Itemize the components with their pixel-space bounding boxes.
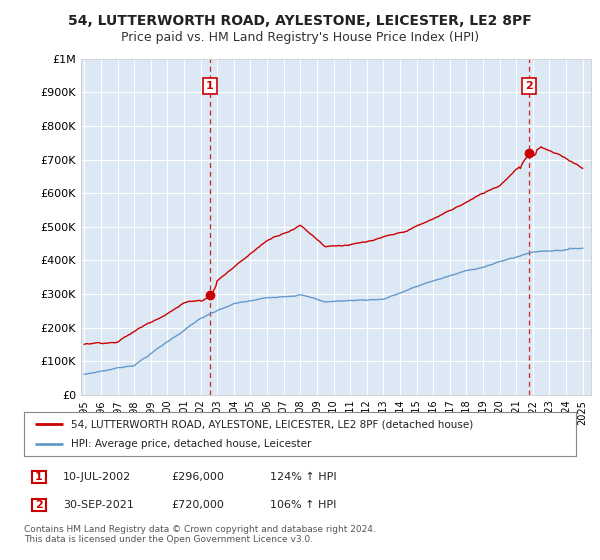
- Text: 124% ↑ HPI: 124% ↑ HPI: [270, 472, 337, 482]
- Text: 30-SEP-2021: 30-SEP-2021: [63, 500, 134, 510]
- Text: 1: 1: [35, 472, 43, 482]
- Text: 2: 2: [525, 81, 533, 91]
- Text: 2: 2: [35, 500, 43, 510]
- Text: £720,000: £720,000: [171, 500, 224, 510]
- Text: 1: 1: [206, 81, 214, 91]
- Text: Price paid vs. HM Land Registry's House Price Index (HPI): Price paid vs. HM Land Registry's House …: [121, 31, 479, 44]
- Text: 106% ↑ HPI: 106% ↑ HPI: [270, 500, 337, 510]
- Text: Contains HM Land Registry data © Crown copyright and database right 2024.
This d: Contains HM Land Registry data © Crown c…: [24, 525, 376, 544]
- Text: 54, LUTTERWORTH ROAD, AYLESTONE, LEICESTER, LE2 8PF: 54, LUTTERWORTH ROAD, AYLESTONE, LEICEST…: [68, 14, 532, 28]
- Text: HPI: Average price, detached house, Leicester: HPI: Average price, detached house, Leic…: [71, 439, 311, 449]
- Text: 10-JUL-2002: 10-JUL-2002: [63, 472, 131, 482]
- Text: £296,000: £296,000: [171, 472, 224, 482]
- Text: 54, LUTTERWORTH ROAD, AYLESTONE, LEICESTER, LE2 8PF (detached house): 54, LUTTERWORTH ROAD, AYLESTONE, LEICEST…: [71, 419, 473, 429]
